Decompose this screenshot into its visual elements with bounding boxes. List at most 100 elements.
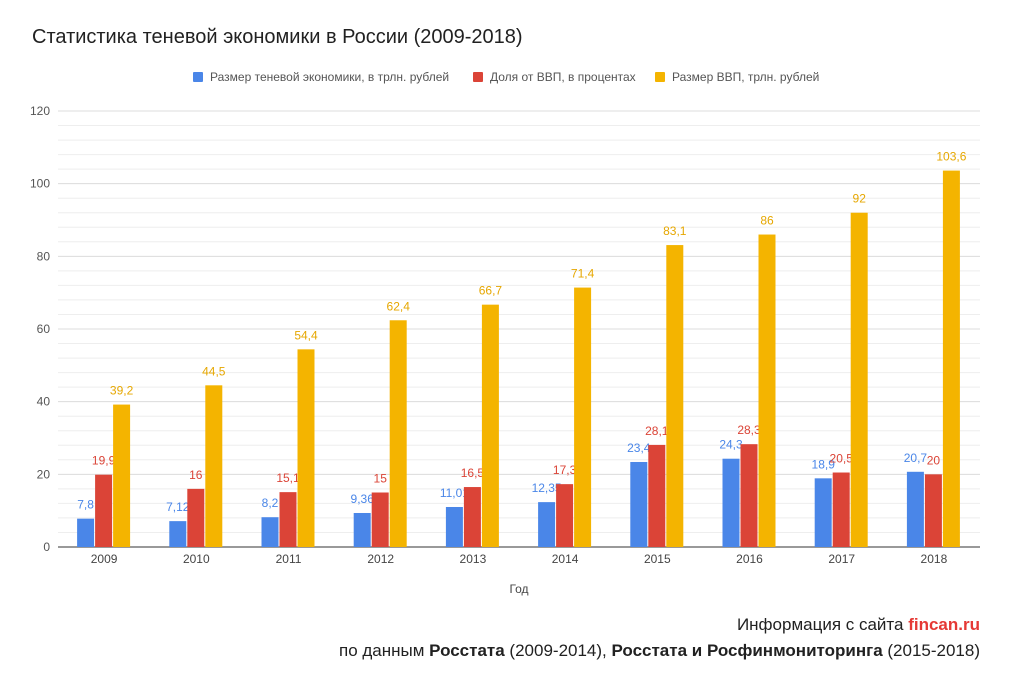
bar-2 — [924, 474, 942, 547]
x-tick-label: 2013 — [460, 552, 487, 566]
data-label: 86 — [760, 214, 774, 228]
bar-3 — [205, 385, 223, 547]
bar-2 — [463, 487, 481, 547]
bar-2 — [95, 474, 113, 547]
bar-3 — [666, 245, 684, 547]
data-label: 28,1 — [645, 424, 669, 438]
bar-3 — [942, 170, 960, 547]
x-tick-label: 2009 — [91, 552, 118, 566]
legend-item-gdp-size: Размер ВВП, трлн. рублей — [655, 70, 819, 84]
bar-1 — [814, 478, 832, 547]
x-tick-label: 2016 — [736, 552, 763, 566]
bar-1 — [169, 521, 187, 547]
legend-label-share: Доля от ВВП, в процентах — [490, 70, 636, 84]
legend-label-gdp: Размер ВВП, трлн. рублей — [672, 70, 820, 84]
data-label: 44,5 — [202, 364, 226, 378]
bar-2 — [648, 444, 666, 547]
source-data-prefix: по данным — [338, 641, 430, 660]
source-site-link[interactable]: fincan.ru — [908, 615, 980, 634]
bar-2 — [832, 472, 850, 547]
data-label: 20,5 — [830, 452, 854, 466]
bar-1 — [906, 471, 924, 547]
data-label: 19,9 — [92, 454, 116, 468]
data-label: 15 — [374, 472, 388, 486]
source-rosstat-rosfin: Росстата и Росфинмониторинга — [611, 641, 883, 660]
bar-1 — [538, 502, 556, 547]
source-rosstat: Росстата — [429, 641, 505, 660]
source-line-site: Информация с сайта fincan.ru — [339, 612, 980, 638]
data-label: 12,35 — [532, 481, 562, 495]
legend-item-gdp-share: Доля от ВВП, в процентах — [473, 70, 636, 84]
source-years-1: (2009-2014), — [504, 641, 612, 660]
bar-1 — [630, 461, 648, 547]
legend-item-shadow-economy: Размер теневой экономики, в трлн. рублей — [193, 70, 449, 84]
bar-1 — [77, 518, 95, 547]
bar-2 — [556, 484, 574, 547]
legend-label-shadow: Размер теневой экономики, в трлн. рублей — [210, 70, 450, 84]
data-label: 17,3 — [553, 463, 577, 477]
x-tick-label: 2018 — [921, 552, 948, 566]
x-axis-title: Год — [509, 582, 528, 596]
data-label: 92 — [853, 192, 867, 206]
data-label: 18,9 — [812, 457, 836, 471]
bar-2 — [371, 492, 389, 547]
y-tick-label: 0 — [43, 540, 50, 554]
bar-1 — [445, 506, 463, 547]
bar-2 — [187, 488, 205, 547]
data-label: 71,4 — [571, 267, 595, 281]
y-tick-label: 120 — [30, 104, 50, 118]
y-tick-label: 60 — [37, 322, 51, 336]
data-label: 11,01 — [440, 486, 469, 500]
bar-3 — [113, 404, 131, 547]
bar-3 — [297, 349, 315, 547]
source-site-prefix: Информация с сайта — [736, 615, 909, 634]
bar-2 — [740, 444, 758, 547]
bar-1 — [353, 512, 371, 547]
data-label: 15,1 — [276, 471, 300, 485]
bar-1 — [261, 517, 279, 547]
y-tick-label: 100 — [30, 177, 50, 191]
source-info: Информация с сайта fincan.ru по данным Р… — [339, 612, 980, 664]
data-label: 83,1 — [663, 224, 687, 238]
data-label: 7,12 — [166, 500, 190, 514]
x-tick-label: 2015 — [644, 552, 671, 566]
y-tick-label: 40 — [37, 395, 51, 409]
data-label: 66,7 — [479, 284, 503, 298]
x-tick-label: 2017 — [828, 552, 855, 566]
data-label: 16,5 — [461, 466, 485, 480]
legend-swatch-gdp — [655, 72, 665, 82]
legend-swatch-share — [473, 72, 483, 82]
data-label: 62,4 — [387, 299, 411, 313]
data-label: 39,2 — [110, 384, 134, 398]
data-label: 8,2 — [262, 496, 279, 510]
x-tick-label: 2011 — [276, 552, 302, 566]
data-label: 54,4 — [294, 328, 318, 342]
x-tick-label: 2012 — [367, 552, 394, 566]
bar-3 — [850, 212, 868, 547]
x-tick-label: 2014 — [552, 552, 579, 566]
data-label: 20 — [927, 453, 941, 467]
data-label: 9,36 — [351, 492, 375, 506]
y-tick-label: 20 — [37, 467, 51, 481]
bar-1 — [722, 458, 740, 547]
data-label: 20,7 — [904, 451, 928, 465]
source-years-2: (2015-2018) — [882, 641, 980, 660]
bar-3 — [389, 320, 407, 547]
legend-swatch-shadow — [193, 72, 203, 82]
source-line-data: по данным Росстата (2009-2014), Росстата… — [339, 638, 980, 664]
data-label: 23,4 — [627, 441, 651, 455]
y-tick-label: 80 — [37, 249, 51, 263]
data-label: 103,6 — [936, 150, 966, 164]
bar-3 — [481, 304, 499, 547]
data-label: 24,3 — [719, 438, 743, 452]
data-label: 28,3 — [737, 423, 761, 437]
bar-3 — [758, 234, 776, 548]
bar-3 — [574, 287, 592, 547]
legend: Размер теневой экономики, в трлн. рублей… — [0, 70, 1010, 86]
bar-2 — [279, 492, 297, 547]
x-tick-label: 2010 — [183, 552, 210, 566]
chart-title: Статистика теневой экономики в России (2… — [32, 26, 523, 48]
data-label: 16 — [189, 468, 203, 482]
data-label: 7,8 — [77, 498, 94, 512]
